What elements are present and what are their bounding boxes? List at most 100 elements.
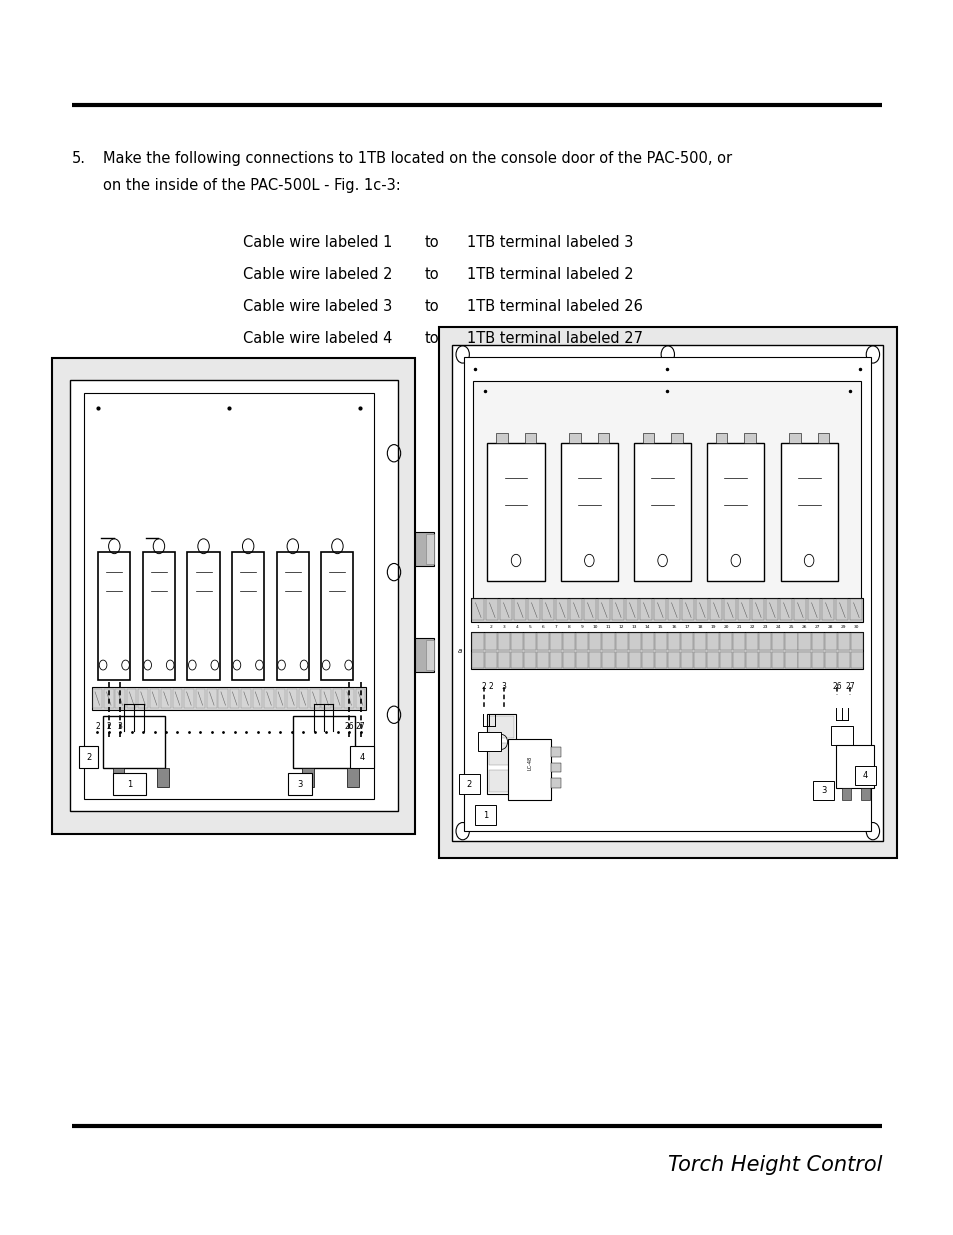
Text: 26: 26 <box>344 722 354 731</box>
Bar <box>738 599 750 620</box>
Bar <box>471 634 483 650</box>
Bar <box>817 433 828 443</box>
Text: 21: 21 <box>736 625 741 629</box>
Bar <box>415 637 434 672</box>
Bar <box>602 634 614 650</box>
Bar <box>528 599 539 620</box>
Bar <box>836 599 847 620</box>
Bar <box>641 652 653 668</box>
Bar <box>486 599 497 620</box>
Bar <box>823 652 836 668</box>
Bar <box>780 443 837 582</box>
Bar <box>732 652 744 668</box>
Bar <box>489 769 514 792</box>
Bar <box>473 380 861 604</box>
Bar <box>499 599 512 620</box>
Text: 28: 28 <box>827 625 833 629</box>
Bar <box>264 689 274 709</box>
Text: Cable wire labeled 3: Cable wire labeled 3 <box>243 299 392 314</box>
Bar <box>143 552 174 680</box>
Bar <box>759 652 771 668</box>
Bar <box>780 599 792 620</box>
Bar <box>184 689 193 709</box>
Bar <box>523 652 536 668</box>
Bar <box>511 634 522 650</box>
Text: 2: 2 <box>466 779 472 789</box>
Bar <box>497 634 510 650</box>
Text: 17: 17 <box>683 625 689 629</box>
Bar <box>138 689 148 709</box>
Bar <box>350 746 374 768</box>
Text: 20: 20 <box>722 625 728 629</box>
Bar <box>798 652 810 668</box>
Text: 1TB terminal labeled 3: 1TB terminal labeled 3 <box>467 235 633 249</box>
Bar <box>598 433 609 443</box>
Bar <box>484 634 497 650</box>
Text: 1TB terminal labeled 2: 1TB terminal labeled 2 <box>467 267 634 282</box>
Bar <box>496 433 507 443</box>
Text: 1TB terminal labeled 27: 1TB terminal labeled 27 <box>467 331 642 346</box>
Bar <box>218 689 228 709</box>
Text: 3: 3 <box>502 625 505 629</box>
Bar <box>288 773 312 795</box>
Text: 2: 2 <box>107 722 111 731</box>
Bar <box>693 652 705 668</box>
Bar <box>642 433 654 443</box>
Bar <box>813 781 834 800</box>
Text: 1TB terminal labeled 26: 1TB terminal labeled 26 <box>467 299 642 314</box>
Text: to: to <box>424 299 438 314</box>
Bar <box>276 552 309 680</box>
Bar <box>426 640 434 669</box>
Bar <box>556 599 568 620</box>
Bar <box>615 652 627 668</box>
Text: 5: 5 <box>528 625 531 629</box>
Text: 19: 19 <box>710 625 715 629</box>
Bar <box>157 768 169 787</box>
Bar <box>537 634 549 650</box>
Text: 18: 18 <box>697 625 702 629</box>
Bar <box>477 732 500 751</box>
Bar <box>150 689 159 709</box>
Bar <box>562 634 575 650</box>
Bar <box>70 380 397 811</box>
Bar <box>850 634 862 650</box>
Text: 23: 23 <box>761 625 767 629</box>
Bar <box>641 634 653 650</box>
Text: 9: 9 <box>580 625 583 629</box>
Bar <box>667 652 679 668</box>
Bar <box>524 433 536 443</box>
Bar <box>344 689 354 709</box>
Bar <box>484 652 497 668</box>
Text: Torch Height Control: Torch Height Control <box>667 1155 882 1174</box>
Bar <box>784 652 797 668</box>
Text: 16: 16 <box>670 625 676 629</box>
Bar <box>837 634 849 650</box>
Text: Cable wire labeled 1: Cable wire labeled 1 <box>243 235 393 249</box>
Bar <box>798 634 810 650</box>
Text: 30: 30 <box>853 625 859 629</box>
Bar <box>860 788 869 800</box>
Bar <box>551 747 560 757</box>
Bar <box>576 652 588 668</box>
Bar <box>759 634 771 650</box>
Bar <box>706 634 719 650</box>
Bar <box>551 762 560 773</box>
Text: 4: 4 <box>359 752 365 762</box>
Bar <box>275 689 285 709</box>
Text: 3: 3 <box>117 722 123 731</box>
Bar <box>551 778 560 788</box>
Bar <box>355 689 365 709</box>
Bar <box>784 634 797 650</box>
Bar <box>723 599 736 620</box>
Text: 4: 4 <box>516 625 517 629</box>
Text: to: to <box>424 331 438 346</box>
Text: 25: 25 <box>788 625 794 629</box>
Bar <box>127 689 136 709</box>
Text: 1: 1 <box>127 779 132 789</box>
Bar <box>52 358 415 834</box>
Bar <box>302 768 314 787</box>
Bar <box>560 443 618 582</box>
Bar <box>298 689 308 709</box>
Bar <box>625 599 638 620</box>
Bar <box>232 552 264 680</box>
